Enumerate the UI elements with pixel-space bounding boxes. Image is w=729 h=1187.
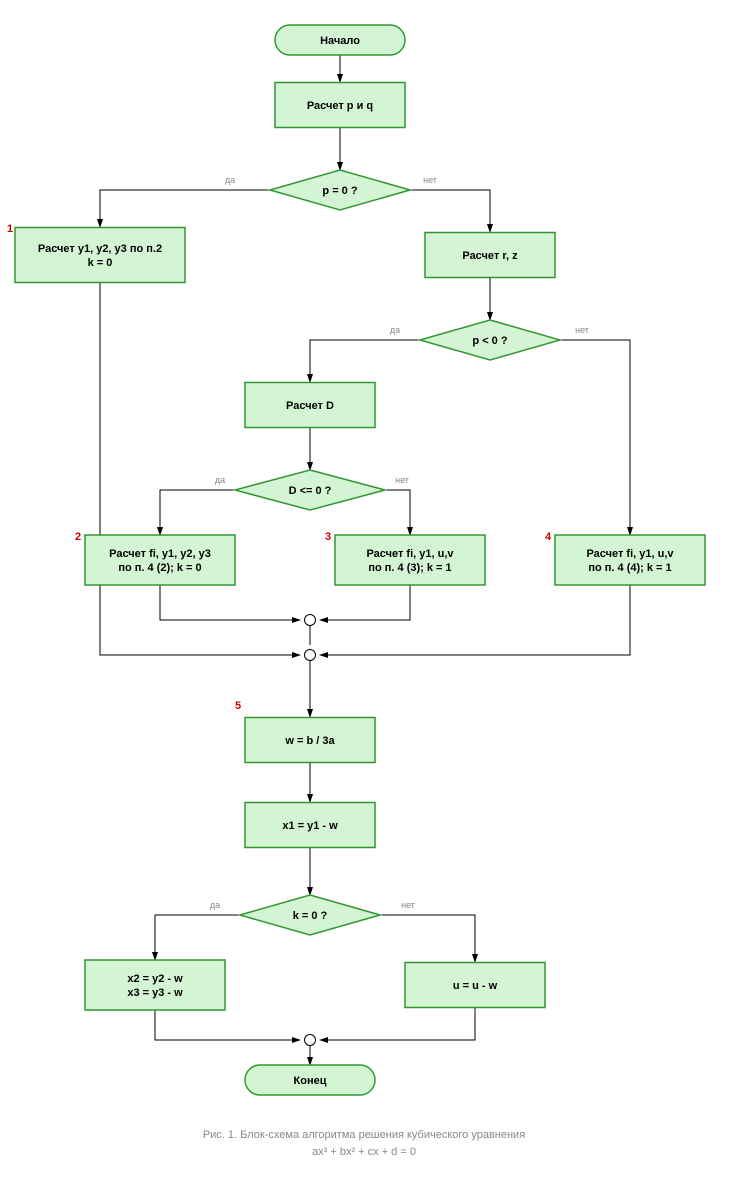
node-label: Расчет p и q <box>307 100 373 112</box>
node-label: Расчет D <box>286 400 334 412</box>
node-dec_k0: k = 0 ? <box>240 895 380 935</box>
flow-edge <box>100 282 300 655</box>
node-proc_uuw: u = u - w <box>405 963 545 1008</box>
node-label: Начало <box>320 35 360 47</box>
node-proc_x2x3: x2 = y2 - w x3 = y3 - w <box>85 960 225 1010</box>
node-label: x2 = y2 - w <box>127 973 183 985</box>
node-label: p = 0 ? <box>322 185 357 197</box>
edge-label: да <box>210 900 220 910</box>
edge-label: нет <box>401 900 415 910</box>
node-proc2: Расчет fi, y1, y2, y3 по п. 4 (2); k = 0 <box>85 535 235 585</box>
node-calc_rz: Расчет r, z <box>425 233 555 278</box>
node-label: Расчет fi, y1, y2, y3 <box>109 548 211 560</box>
flow-edge <box>100 190 270 227</box>
node-x1_y1w: x1 = y1 - w <box>245 803 375 848</box>
merge-connector <box>305 1035 316 1046</box>
flow-edge <box>380 915 475 962</box>
node-label: k = 0 <box>88 257 113 269</box>
branch-number-label: 5 <box>235 700 241 712</box>
edge-label: да <box>390 325 400 335</box>
edge-label: нет <box>423 175 437 185</box>
flow-edge <box>310 340 420 382</box>
edge-label: нет <box>395 475 409 485</box>
flow-edge <box>155 915 240 960</box>
edge-label: да <box>215 475 225 485</box>
node-start: Начало <box>275 25 405 55</box>
flow-edge <box>320 585 410 620</box>
edge-label: да <box>225 175 235 185</box>
node-label: u = u - w <box>453 980 498 992</box>
node-label: Расчет r, z <box>462 250 518 262</box>
node-label: w = b / 3a <box>284 735 335 747</box>
branch-number-label: 3 <box>325 531 331 543</box>
node-label: Расчет fi, y1, u,v <box>366 548 454 560</box>
node-dec_plt0: p < 0 ? <box>420 320 560 360</box>
node-calc_D: Расчет D <box>245 383 375 428</box>
node-label: Расчет fi, y1, u,v <box>586 548 674 560</box>
node-label: Конец <box>294 1075 327 1087</box>
node-label: k = 0 ? <box>293 910 328 922</box>
node-proc3: Расчет fi, y1, u,v по п. 4 (3); k = 1 <box>335 535 485 585</box>
node-proc4: Расчет fi, y1, u,v по п. 4 (4); k = 1 <box>555 535 705 585</box>
flow-edge <box>560 340 630 535</box>
node-label: p < 0 ? <box>472 335 507 347</box>
branch-number-label: 1 <box>7 223 13 235</box>
node-label: x3 = y3 - w <box>127 987 183 999</box>
branch-number-label: 2 <box>75 531 81 543</box>
node-end: Конец <box>245 1065 375 1095</box>
node-label: по п. 4 (2); k = 0 <box>118 562 201 574</box>
node-label: по п. 4 (3); k = 1 <box>368 562 451 574</box>
merge-connector <box>305 615 316 626</box>
flow-edge <box>160 490 235 535</box>
node-w_b3a: w = b / 3a <box>245 718 375 763</box>
node-calc_pq: Расчет p и q <box>275 83 405 128</box>
node-calc_y123: Расчет y1, y2, y3 по п.2 k = 0 <box>15 228 185 283</box>
merge-connector <box>305 650 316 661</box>
node-label: D <= 0 ? <box>289 485 332 497</box>
node-label: по п. 4 (4); k = 1 <box>588 562 671 574</box>
node-label: x1 = y1 - w <box>282 820 338 832</box>
edge-label: нет <box>575 325 589 335</box>
node-dec_p0: p = 0 ? <box>270 170 410 210</box>
flow-edge <box>155 1010 300 1040</box>
figure-caption-line1: Рис. 1. Блок-схема алгоритма решения куб… <box>203 1129 525 1141</box>
flowchart-canvas: да нет да нет да нет да нет Начало Расчет p и q p … <box>0 0 729 1187</box>
flow-edge <box>160 585 300 620</box>
flow-edge <box>385 490 410 535</box>
node-dec_Dle0: D <= 0 ? <box>235 470 385 510</box>
node-label: Расчет y1, y2, y3 по п.2 <box>38 243 162 255</box>
branch-number-label: 4 <box>545 531 552 543</box>
flow-edge <box>320 1007 475 1040</box>
figure-caption-line2: ax³ + bx² + cx + d = 0 <box>312 1146 416 1158</box>
flow-edge <box>410 190 490 232</box>
